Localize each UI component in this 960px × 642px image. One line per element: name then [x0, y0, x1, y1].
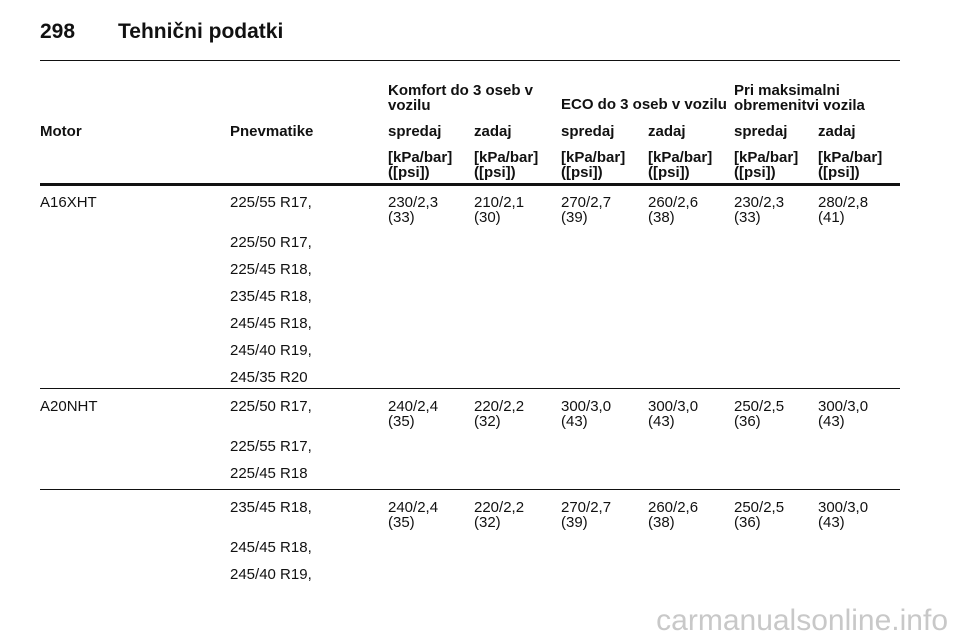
pressure: (38)	[648, 209, 675, 226]
group-header: Komfort do 3 oseb v vozilu	[388, 82, 534, 114]
pressure: (41)	[818, 209, 845, 226]
motor: A16XHT	[40, 194, 97, 211]
page-number: 298	[40, 20, 76, 43]
column-header: spredaj	[388, 123, 442, 140]
pressure: (30)	[474, 209, 501, 226]
pressure: 300/3,0	[818, 499, 869, 516]
column-header: zadaj	[648, 123, 686, 140]
watermark: carmanualsonline.info	[656, 604, 948, 637]
pressure: 300/3,0	[648, 398, 699, 415]
row-rule	[40, 489, 900, 490]
unit: [kPa/bar]	[734, 149, 799, 166]
unit: [kPa/bar]	[474, 149, 539, 166]
pressure: (32)	[474, 413, 501, 430]
column-header: spredaj	[734, 123, 788, 140]
pressure: 270/2,7	[561, 499, 612, 516]
pressure: 300/3,0	[561, 398, 612, 415]
pressure: 280/2,8	[818, 194, 869, 211]
pressure: (43)	[648, 413, 675, 430]
tire: 245/35 R20	[230, 369, 308, 386]
tire: 225/50 R17,	[230, 234, 312, 251]
tire: 245/40 R19,	[230, 342, 312, 359]
pressure: (43)	[818, 514, 845, 531]
pressure: (36)	[734, 514, 761, 531]
pressure: 210/2,1	[474, 194, 525, 211]
pressure: (38)	[648, 514, 675, 531]
unit: ([psi])	[474, 164, 516, 181]
motor: A20NHT	[40, 398, 98, 415]
tire: 225/45 R18	[230, 465, 308, 482]
tire: 235/45 R18,	[230, 288, 312, 305]
tire: 235/45 R18,	[230, 499, 312, 516]
unit: ([psi])	[388, 164, 430, 181]
pressure: 270/2,7	[561, 194, 612, 211]
pressure: (35)	[388, 413, 415, 430]
column-header: Pnevmatike	[230, 123, 314, 140]
unit: [kPa/bar]	[561, 149, 626, 166]
header-rule	[40, 60, 900, 61]
pressure: 230/2,3	[734, 194, 785, 211]
pressure: 240/2,4	[388, 398, 439, 415]
pressure: (39)	[561, 209, 588, 226]
column-header: Motor	[40, 123, 82, 140]
tire: 245/45 R18,	[230, 315, 312, 332]
pressure: 260/2,6	[648, 499, 699, 516]
pressure: 220/2,2	[474, 398, 525, 415]
column-header: zadaj	[818, 123, 856, 140]
pressure: (36)	[734, 413, 761, 430]
pressure: 220/2,2	[474, 499, 525, 516]
unit: ([psi])	[561, 164, 603, 181]
unit: [kPa/bar]	[648, 149, 713, 166]
pressure: 260/2,6	[648, 194, 699, 211]
tire: 245/45 R18,	[230, 539, 312, 556]
pressure: 240/2,4	[388, 499, 439, 516]
pressure: (39)	[561, 514, 588, 531]
column-header: zadaj	[474, 123, 512, 140]
group-header: Pri maksimalni obremenitvi vozila	[734, 82, 865, 114]
column-header: spredaj	[561, 123, 615, 140]
row-rule	[40, 388, 900, 389]
unit: ([psi])	[734, 164, 776, 181]
tire: 225/45 R18,	[230, 261, 312, 278]
pressure: 250/2,5	[734, 398, 785, 415]
tire: 225/55 R17,	[230, 438, 312, 455]
unit: [kPa/bar]	[388, 149, 453, 166]
unit: [kPa/bar]	[818, 149, 883, 166]
page-title: Tehnični podatki	[118, 20, 284, 43]
pressure: (33)	[388, 209, 415, 226]
tire: 225/50 R17,	[230, 398, 312, 415]
tire: 245/40 R19,	[230, 566, 312, 583]
pressure: (43)	[818, 413, 845, 430]
pressure: 300/3,0	[818, 398, 869, 415]
pressure: (33)	[734, 209, 761, 226]
pressure: 250/2,5	[734, 499, 785, 516]
pressure: (32)	[474, 514, 501, 531]
pressure: (43)	[561, 413, 588, 430]
pressure: (35)	[388, 514, 415, 531]
table-head-rule	[40, 183, 900, 186]
pressure: 230/2,3	[388, 194, 439, 211]
group-header: ECO do 3 oseb v vozilu	[561, 96, 727, 113]
unit: ([psi])	[818, 164, 860, 181]
tire: 225/55 R17,	[230, 194, 312, 211]
unit: ([psi])	[648, 164, 690, 181]
